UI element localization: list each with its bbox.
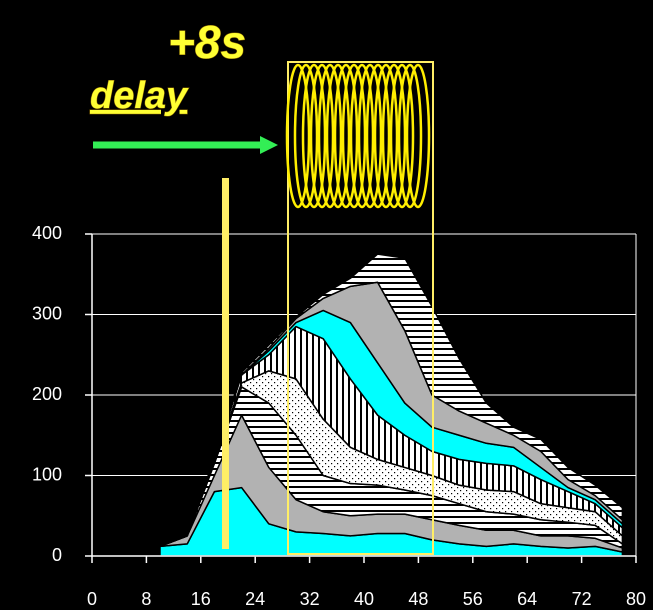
- coil-loop: [365, 63, 391, 209]
- x-tick-label: 24: [245, 589, 265, 609]
- coil: [285, 63, 431, 209]
- x-tick-label: 0: [87, 589, 97, 609]
- y-tick-label: 300: [32, 303, 62, 323]
- annotation: delay: [90, 75, 189, 117]
- x-tick-label: 72: [572, 589, 592, 609]
- coil-loop: [349, 63, 375, 209]
- coil-loop: [405, 63, 431, 209]
- overlay: +8s delay: [90, 16, 434, 555]
- coil-loop: [381, 63, 407, 209]
- x-tick-label: 48: [408, 589, 428, 609]
- coil-loop: [301, 63, 327, 209]
- coil-loop: [317, 63, 343, 209]
- y-tick-label: 200: [32, 384, 62, 404]
- x-tick-label: 8: [141, 589, 151, 609]
- annotation: +8s: [168, 16, 246, 68]
- coil-loop: [325, 63, 351, 209]
- x-tick-label: 40: [354, 589, 374, 609]
- coil-loop: [285, 63, 311, 209]
- coil-loop: [397, 63, 423, 209]
- marker-bar: [222, 178, 229, 549]
- x-tick-label: 64: [517, 589, 537, 609]
- window-box: [287, 61, 434, 555]
- coil-loop: [373, 63, 399, 209]
- x-tick-label: 16: [191, 589, 211, 609]
- area: [159, 253, 624, 548]
- coil-loop: [293, 63, 319, 209]
- coil-loop: [309, 63, 335, 209]
- plot-area: 0 100 200 300 400 0 8 16 24 32 40 48 56 64 72 80: [32, 223, 646, 609]
- y-tick-label: 0: [52, 545, 62, 565]
- x-tick-label: 80: [626, 589, 646, 609]
- coil-loop: [389, 63, 415, 209]
- y-tick-label: 400: [32, 223, 62, 243]
- coil-loop: [357, 63, 383, 209]
- y-tick-label: 100: [32, 464, 62, 484]
- coil-loop: [341, 63, 367, 209]
- x-tick-label: 32: [300, 589, 320, 609]
- x-tick-label: 56: [463, 589, 483, 609]
- arrow-head: [260, 136, 278, 154]
- coil-loop: [333, 63, 359, 209]
